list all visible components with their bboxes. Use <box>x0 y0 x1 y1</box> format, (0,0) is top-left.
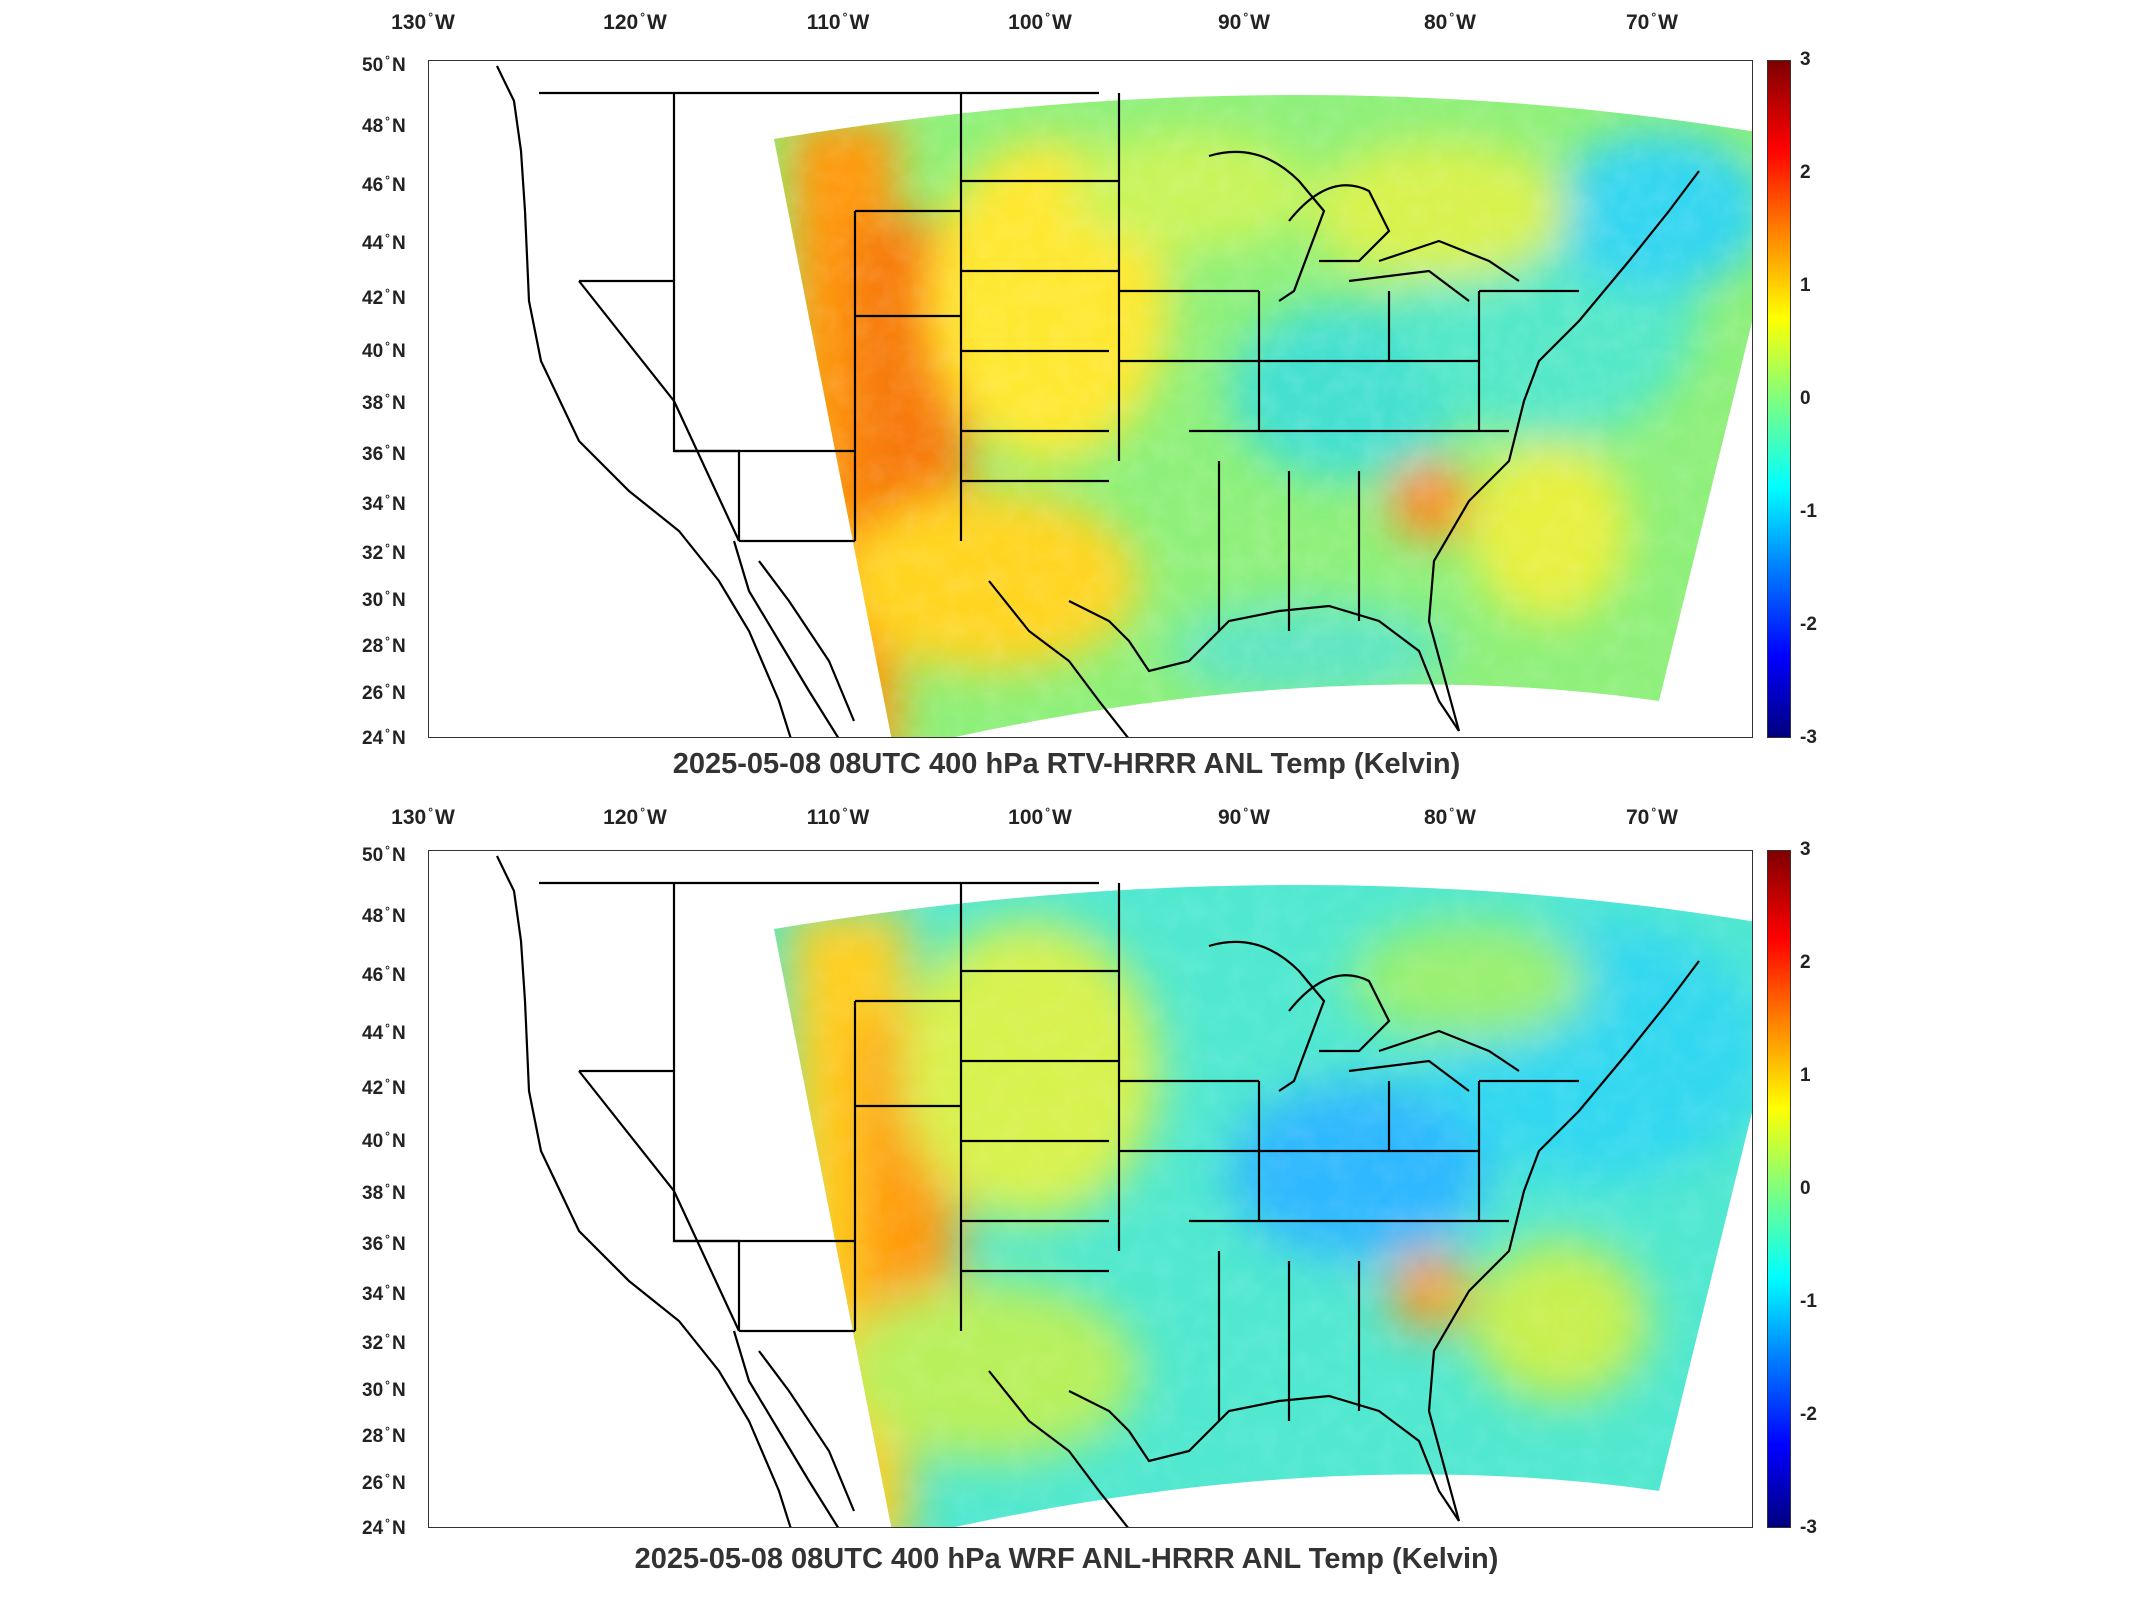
lat-tick: 44 ° N <box>362 1020 406 1045</box>
colorbar-tick: -1 <box>1800 1291 1817 1312</box>
lon-tick: 130 °W <box>391 10 455 34</box>
map-plot-area <box>428 60 1753 738</box>
map-plot-area <box>428 850 1753 1528</box>
data-field <box>774 95 1752 737</box>
temperature-field-map <box>496 65 1752 737</box>
colorbar-tick: -2 <box>1800 1404 1817 1425</box>
lat-tick: 34 ° N <box>362 491 406 516</box>
colorbar-tick: 0 <box>1800 1178 1811 1199</box>
lon-tick: 80 °W <box>1424 10 1476 34</box>
colorbar-tick: -1 <box>1800 501 1817 522</box>
colorbar-tick: -2 <box>1800 614 1817 635</box>
lon-tick: 120 °W <box>603 10 667 34</box>
lat-tick: 32 ° N <box>362 540 406 565</box>
lat-tick: 50 ° N <box>362 842 406 867</box>
lon-tick: 120 °W <box>603 805 667 829</box>
lat-tick: 30 ° N <box>362 587 406 612</box>
lon-tick: 130 °W <box>391 805 455 829</box>
lat-tick: 46 ° N <box>362 172 406 197</box>
map-panel-wrf: 130 °W 120 °W 110 °W 100 °W 90 °W 80 °W 70 °W 5… <box>0 795 2133 1595</box>
lat-tick: 50 ° N <box>362 52 406 77</box>
colorbar-tick: 1 <box>1800 275 1811 296</box>
colorbar-tick: -3 <box>1800 727 1817 748</box>
lat-tick: 36 ° N <box>362 1231 406 1256</box>
lat-tick: 48 ° N <box>362 113 406 138</box>
colorbar-tick: -3 <box>1800 1517 1817 1538</box>
lat-tick: 42 ° N <box>362 285 406 310</box>
lon-tick: 90 °W <box>1218 10 1270 34</box>
lon-tick: 70 °W <box>1626 10 1678 34</box>
lon-tick: 90 °W <box>1218 805 1270 829</box>
lon-tick: 100 °W <box>1008 805 1072 829</box>
lat-tick: 32 ° N <box>362 1330 406 1355</box>
lat-tick: 36 ° N <box>362 441 406 466</box>
lat-tick: 42 ° N <box>362 1075 406 1100</box>
panel-title: 2025-05-08 08UTC 400 hPa RTV-HRRR ANL Te… <box>672 748 1461 780</box>
coastline-boundaries <box>496 855 1700 1527</box>
colorbar-tick: 2 <box>1800 952 1811 973</box>
lon-tick: 110 °W <box>806 10 870 34</box>
colorbar-tick: 2 <box>1800 162 1811 183</box>
lat-tick: 38 ° N <box>362 390 406 415</box>
lat-tick: 24 ° N <box>362 1515 406 1540</box>
lon-tick: 100 °W <box>1008 10 1072 34</box>
colorbar-tick: 3 <box>1800 839 1811 860</box>
lon-tick: 70 °W <box>1626 805 1678 829</box>
lat-tick: 40 ° N <box>362 1128 406 1153</box>
colorbar-tick: 1 <box>1800 1065 1811 1086</box>
colorbar <box>1767 60 1791 738</box>
colorbar <box>1767 850 1791 1528</box>
coastline-boundaries <box>496 65 1700 737</box>
lat-tick: 30 ° N <box>362 1377 406 1402</box>
panel-title: 2025-05-08 08UTC 400 hPa WRF ANL-HRRR AN… <box>634 1543 1499 1575</box>
lat-tick: 28 ° N <box>362 1423 406 1448</box>
data-field <box>774 885 1752 1527</box>
lat-tick: 26 ° N <box>362 680 406 705</box>
lat-tick: 40 ° N <box>362 338 406 363</box>
lat-tick: 28 ° N <box>362 633 406 658</box>
map-panel-rtv: 130 °W 120 °W 110 °W 100 °W 90 °W 80 °W 70 °W 5… <box>0 0 2133 790</box>
lat-tick: 48 ° N <box>362 903 406 928</box>
lat-tick: 38 ° N <box>362 1180 406 1205</box>
lat-tick: 44 ° N <box>362 230 406 255</box>
lat-tick: 24 ° N <box>362 725 406 750</box>
lat-tick: 26 ° N <box>362 1470 406 1495</box>
lat-tick: 34 ° N <box>362 1281 406 1306</box>
colorbar-tick: 0 <box>1800 388 1811 409</box>
temperature-field-map <box>496 855 1752 1527</box>
lat-tick: 46 ° N <box>362 962 406 987</box>
lon-tick: 110 °W <box>806 805 870 829</box>
lon-tick: 80 °W <box>1424 805 1476 829</box>
colorbar-tick: 3 <box>1800 49 1811 70</box>
